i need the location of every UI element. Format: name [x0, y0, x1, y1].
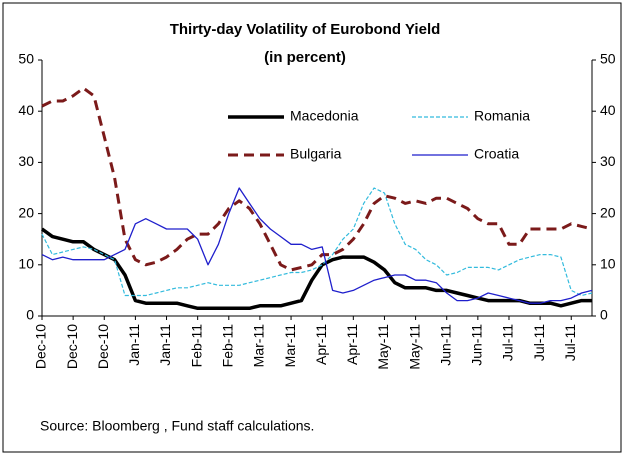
x-tick-label: Dec-10	[95, 324, 111, 369]
y-tick-label: 0	[26, 307, 34, 323]
x-tick-label: Apr-11	[313, 324, 329, 365]
y-tick-label: 20	[18, 204, 34, 220]
y2-tick-label: 30	[600, 153, 616, 169]
chart-frame	[2, 2, 622, 453]
y2-tick-label: 40	[600, 102, 616, 118]
series-line	[41, 86, 593, 272]
x-tick-label: Jan-11	[157, 324, 173, 366]
x-tick-label: Feb-11	[188, 324, 204, 368]
y2-tick-label: 0	[600, 307, 608, 323]
y-tick-label: 10	[18, 256, 34, 272]
x-tick-label: Jul-11	[562, 324, 578, 361]
x-tick-label: Jun-11	[469, 324, 485, 366]
x-tick-label: May-11	[406, 324, 422, 370]
legend-label: Macedonia	[290, 108, 359, 124]
y-tick-label: 50	[18, 51, 34, 67]
y2-tick-label: 20	[600, 204, 616, 220]
y2-tick-label: 10	[600, 256, 616, 272]
series-line	[40, 227, 592, 311]
x-tick-label: Jul-11	[500, 324, 516, 361]
y-tick-label: 30	[18, 153, 34, 169]
legend-label: Bulgaria	[290, 146, 342, 162]
x-tick-label: Dec-10	[33, 324, 49, 369]
legend-label: Romania	[474, 108, 530, 124]
x-tick-label: Mar-11	[282, 324, 298, 368]
series-line	[41, 187, 593, 297]
y-tick-label: 40	[18, 102, 34, 118]
x-tick-label: Jan-11	[126, 324, 142, 366]
x-tick-label: Dec-10	[64, 324, 80, 369]
source-note: Source: Bloomberg , Fund staff calculati…	[40, 418, 314, 434]
x-tick-label: Jun-11	[437, 324, 453, 366]
series-line	[41, 187, 593, 304]
x-tick-label: Apr-11	[344, 324, 360, 365]
x-tick-label: Jul-11	[531, 324, 547, 361]
y2-tick-label: 50	[600, 51, 616, 67]
chart-subtitle: (in percent)	[264, 49, 346, 66]
chart-title: Thirty-day Volatility of Eurobond Yield	[170, 21, 441, 38]
x-tick-label: Feb-11	[219, 324, 235, 368]
x-tick-label: May-11	[375, 324, 391, 370]
legend-label: Croatia	[474, 146, 519, 162]
x-tick-label: Mar-11	[251, 324, 267, 368]
